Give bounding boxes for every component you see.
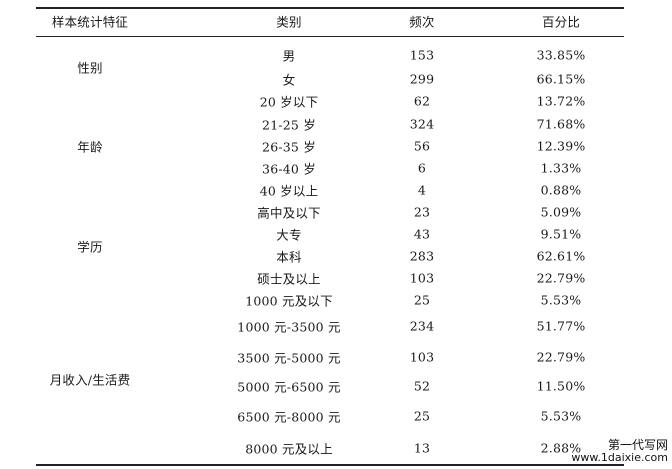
row-percent: 5.09% [540,204,582,220]
table-bottom-rule [36,464,624,466]
row-count: 56 [413,138,431,154]
row-count: 62 [413,93,431,109]
row-percent: 22.79% [536,349,586,365]
row-count: 6 [417,160,427,176]
row-percent: 5.53% [540,292,582,308]
row-percent: 5.53% [540,408,582,424]
row-count: 25 [413,408,431,424]
row-percent: 22.79% [536,270,586,286]
watermark-url: www.1daixie.com [571,451,668,465]
row-percent: 33.85% [536,47,586,63]
row-category: 40 岁以上 [259,183,319,199]
header-category: 类别 [276,14,302,30]
row-count: 4 [417,182,427,198]
table-top-rule [36,7,624,9]
group-label-education: 学历 [77,239,103,255]
row-percent: 1.33% [540,160,582,176]
statistics-table: 样本统计特征 类别 频次 百分比 性别 男 153 33.85% 女 299 6… [36,0,624,469]
row-count: 153 [409,47,435,63]
row-category: 1000 元及以下 [245,293,333,309]
row-count: 299 [409,71,435,87]
row-count: 13 [413,440,431,456]
row-category: 8000 元及以上 [245,441,333,457]
row-count: 324 [409,116,435,132]
watermark-title: 第一代写网 [607,437,668,452]
row-percent: 9.51% [540,226,582,242]
row-category: 21-25 岁 [262,117,316,133]
row-category: 女 [282,72,296,88]
row-category: 大专 [276,227,302,243]
row-category: 3500 元-5000 元 [237,350,341,366]
row-count: 23 [413,204,431,220]
row-count: 43 [413,226,431,242]
row-category: 男 [282,48,296,64]
row-percent: 0.88% [540,182,582,198]
row-category: 36-40 岁 [262,161,316,177]
row-count: 283 [409,248,435,264]
row-category: 高中及以下 [257,205,321,221]
header-frequency: 频次 [409,14,435,30]
row-count: 234 [409,318,435,334]
row-percent: 51.77% [536,318,586,334]
row-category: 本科 [276,249,302,265]
row-count: 52 [413,378,431,394]
row-category: 6500 元-8000 元 [237,409,341,425]
row-percent: 71.68% [536,116,586,132]
row-category: 1000 元-3500 元 [237,319,341,335]
row-percent: 62.61% [536,248,586,264]
group-label-age: 年龄 [77,139,103,155]
row-percent: 13.72% [536,93,586,109]
row-category: 硕士及以上 [257,271,321,287]
row-category: 5000 元-6500 元 [237,379,341,395]
group-label-income: 月收入/生活费 [49,372,131,388]
watermark: 第一代写网 www.1daixie.com [571,437,668,465]
row-percent: 2.88% [540,440,582,456]
row-category: 20 岁以下 [259,94,319,110]
table-header-rule [36,36,624,37]
row-percent: 11.50% [536,378,586,394]
row-category: 26-35 岁 [262,139,316,155]
row-count: 103 [409,270,435,286]
row-count: 25 [413,292,431,308]
header-percent: 百分比 [541,14,581,30]
header-feature: 样本统计特征 [51,14,129,30]
row-percent: 12.39% [536,138,586,154]
row-percent: 66.15% [536,71,586,87]
group-label-gender: 性别 [77,60,103,76]
row-count: 103 [409,349,435,365]
